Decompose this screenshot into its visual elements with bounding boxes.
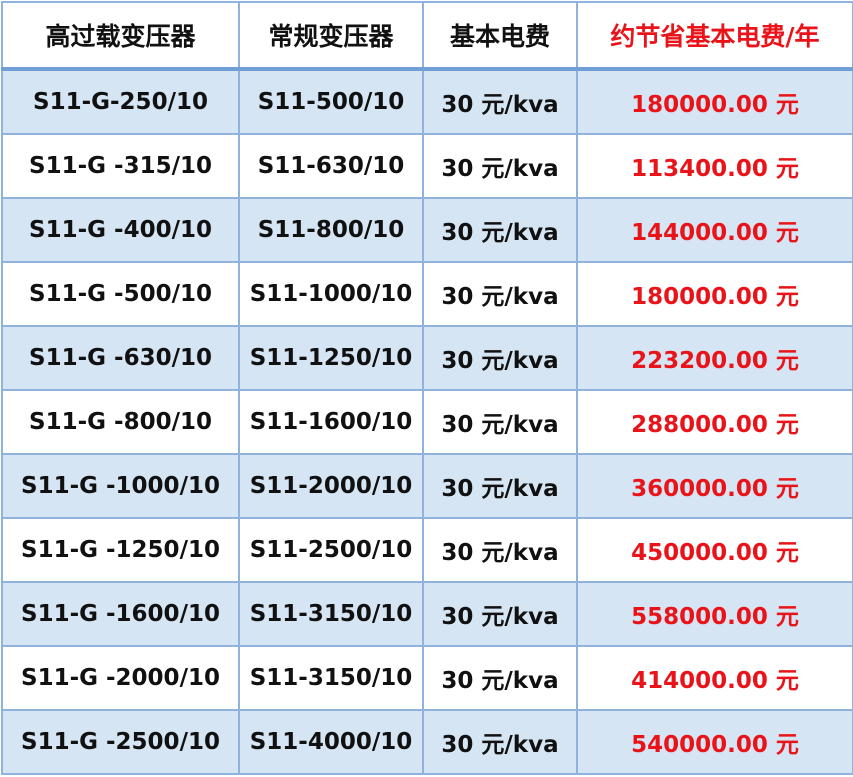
- cell-annual-savings: 113400.00 元: [576, 133, 853, 199]
- cell-annual-savings: 558000.00 元: [576, 581, 853, 647]
- cell-high-overload-model: S11-G -500/10: [1, 261, 240, 327]
- table-row: S11-G-250/10 S11-500/10 30 元/kva 180000.00 …: [1, 68, 853, 135]
- cell-regular-model: S11-500/10: [238, 68, 424, 135]
- cell-regular-model: S11-3150/10: [238, 581, 424, 647]
- table-row: S11-G -500/10 S11-1000/10 30 元/kva 180000.0…: [1, 261, 853, 327]
- cell-high-overload-model: S11-G-250/10: [1, 68, 240, 135]
- cell-high-overload-model: S11-G -1250/10: [1, 517, 240, 583]
- cell-basic-fee: 30 元/kva: [422, 517, 578, 583]
- cell-annual-savings: 414000.00 元: [576, 645, 853, 711]
- table-row: S11-G -800/10 S11-1600/10 30 元/kva 288000.0…: [1, 389, 853, 455]
- table-row: S11-G -2500/10 S11-4000/10 30 元/kva 540000.…: [1, 709, 853, 775]
- cell-regular-model: S11-1000/10: [238, 261, 424, 327]
- cell-annual-savings: 288000.00 元: [576, 389, 853, 455]
- cell-basic-fee: 30 元/kva: [422, 581, 578, 647]
- cell-basic-fee: 30 元/kva: [422, 197, 578, 263]
- cell-regular-model: S11-1600/10: [238, 389, 424, 455]
- header-high-overload-transformer: 高过载变压器: [1, 1, 240, 71]
- table-row: S11-G -1250/10 S11-2500/10 30 元/kva 450000.…: [1, 517, 853, 583]
- cell-regular-model: S11-800/10: [238, 197, 424, 263]
- cell-basic-fee: 30 元/kva: [422, 453, 578, 519]
- cell-high-overload-model: S11-G -1600/10: [1, 581, 240, 647]
- table-row: S11-G -1000/10 S11-2000/10 30 元/kva 360000.…: [1, 453, 853, 519]
- cell-high-overload-model: S11-G -1000/10: [1, 453, 240, 519]
- table-row: S11-G -630/10 S11-1250/10 30 元/kva 223200.0…: [1, 325, 853, 391]
- cell-annual-savings: 450000.00 元: [576, 517, 853, 583]
- cell-regular-model: S11-2000/10: [238, 453, 424, 519]
- cell-regular-model: S11-4000/10: [238, 709, 424, 775]
- cell-high-overload-model: S11-G -2000/10: [1, 645, 240, 711]
- cell-annual-savings: 180000.00 元: [576, 68, 853, 135]
- cell-high-overload-model: S11-G -2500/10: [1, 709, 240, 775]
- cell-high-overload-model: S11-G -630/10: [1, 325, 240, 391]
- cell-basic-fee: 30 元/kva: [422, 261, 578, 327]
- table-row: S11-G -315/10 S11-630/10 30 元/kva 113400.00…: [1, 133, 853, 199]
- cell-regular-model: S11-2500/10: [238, 517, 424, 583]
- table-row: S11-G -400/10 S11-800/10 30 元/kva 144000.00…: [1, 197, 853, 263]
- cell-annual-savings: 180000.00 元: [576, 261, 853, 327]
- cell-regular-model: S11-1250/10: [238, 325, 424, 391]
- cell-annual-savings: 540000.00 元: [576, 709, 853, 775]
- header-regular-transformer: 常规变压器: [238, 1, 424, 71]
- cell-regular-model: S11-3150/10: [238, 645, 424, 711]
- table-row: S11-G -1600/10 S11-3150/10 30 元/kva 558000.…: [1, 581, 853, 647]
- cell-basic-fee: 30 元/kva: [422, 389, 578, 455]
- header-row: 高过载变压器 常规变压器 基本电费 约节省基本电费/年: [1, 1, 853, 71]
- cell-basic-fee: 30 元/kva: [422, 68, 578, 135]
- cell-high-overload-model: S11-G -315/10: [1, 133, 240, 199]
- cell-basic-fee: 30 元/kva: [422, 645, 578, 711]
- cell-basic-fee: 30 元/kva: [422, 709, 578, 775]
- table-row: S11-G -2000/10 S11-3150/10 30 元/kva 414000.…: [1, 645, 853, 711]
- cell-annual-savings: 223200.00 元: [576, 325, 853, 391]
- cell-basic-fee: 30 元/kva: [422, 325, 578, 391]
- cell-annual-savings: 144000.00 元: [576, 197, 853, 263]
- cell-high-overload-model: S11-G -400/10: [1, 197, 240, 263]
- cell-annual-savings: 360000.00 元: [576, 453, 853, 519]
- cell-regular-model: S11-630/10: [238, 133, 424, 199]
- header-basic-fee: 基本电费: [422, 1, 578, 71]
- cell-high-overload-model: S11-G -800/10: [1, 389, 240, 455]
- cell-basic-fee: 30 元/kva: [422, 133, 578, 199]
- header-annual-savings: 约节省基本电费/年: [576, 1, 853, 71]
